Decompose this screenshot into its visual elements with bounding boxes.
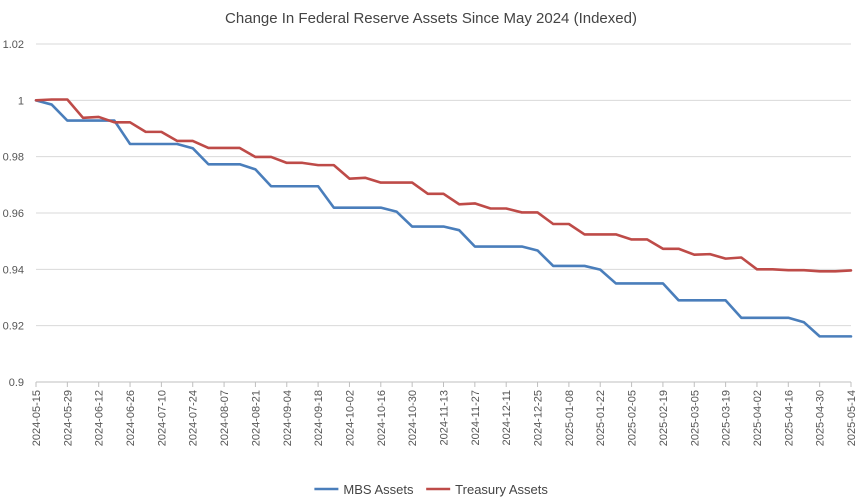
x-tick-label: 2024-11-27 <box>470 390 482 445</box>
y-tick-label: 1 <box>18 95 24 107</box>
x-tick-label: 2025-02-19 <box>658 390 670 446</box>
y-tick-label: 0.96 <box>3 208 24 220</box>
x-tick-label: 2024-10-30 <box>407 390 419 446</box>
series-line-mbs-assets <box>34 99 853 338</box>
x-tick-label: 2024-12-11 <box>501 390 513 445</box>
y-tick-label: 0.9 <box>9 377 24 389</box>
y-tick-label: 0.94 <box>3 264 24 276</box>
gridlines <box>36 43 851 383</box>
x-tick-label: 2025-05-14 <box>846 390 858 446</box>
x-tick-label: 2025-01-08 <box>564 390 576 446</box>
x-tick-label: 2024-09-04 <box>282 390 294 446</box>
x-tick-label: 2024-08-21 <box>250 390 262 446</box>
x-tick-label: 2024-10-02 <box>344 390 356 446</box>
x-tick-label: 2024-06-26 <box>125 390 137 446</box>
x-tick-label: 2025-01-22 <box>595 390 607 446</box>
legend-label-mbs-assets: MBS Assets <box>343 482 414 497</box>
x-tick-label: 2024-06-12 <box>94 390 106 446</box>
x-tick-label: 2024-08-07 <box>219 390 231 446</box>
y-tick-label: 0.92 <box>3 321 24 333</box>
x-tick-label: 2024-12-25 <box>533 390 545 446</box>
x-axis-ticks: 2024-05-15 2024-05-29 2024-06-12 2024-06-26… <box>31 382 858 446</box>
chart-title: Change In Federal Reserve Assets Since M… <box>225 10 637 27</box>
x-tick-label: 2025-04-30 <box>815 390 827 446</box>
x-tick-label: 2025-04-02 <box>752 390 764 446</box>
y-tick-label: 0.98 <box>3 152 24 164</box>
y-axis-ticks: 0.9 0.92 0.94 0.96 0.98 1 1.02 <box>3 39 24 389</box>
x-tick-label: 2024-09-18 <box>313 390 325 446</box>
x-tick-label: 2025-03-05 <box>689 390 701 446</box>
x-tick-label: 2025-03-19 <box>721 390 733 446</box>
x-tick-label: 2024-05-15 <box>31 390 43 446</box>
legend: MBS Assets Treasury Assets <box>314 482 548 497</box>
x-tick-label: 2024-07-24 <box>188 390 200 446</box>
series-line-treasury-assets <box>34 98 853 273</box>
x-tick-label: 2024-11-13 <box>439 390 451 445</box>
x-tick-label: 2025-04-16 <box>783 390 795 446</box>
x-tick-label: 2024-05-29 <box>62 390 74 446</box>
series-lines <box>34 98 853 338</box>
x-tick-label: 2024-10-16 <box>376 390 388 446</box>
x-tick-label: 2025-02-05 <box>627 390 639 446</box>
y-tick-label: 1.02 <box>3 39 24 51</box>
x-tick-label: 2024-07-10 <box>156 390 168 446</box>
legend-label-treasury-assets: Treasury Assets <box>455 482 548 497</box>
